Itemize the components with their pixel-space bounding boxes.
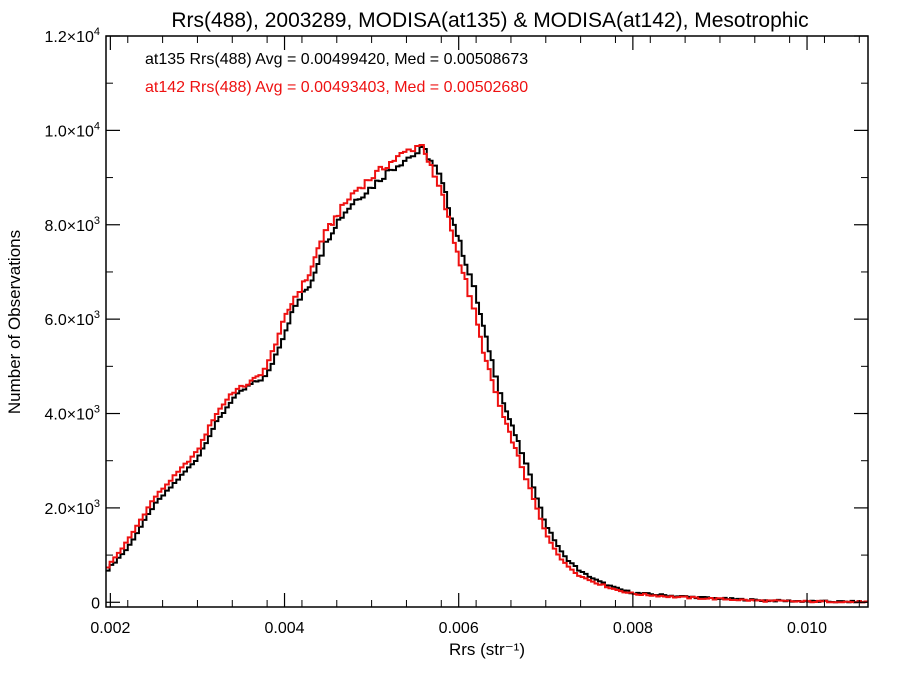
series-line-at135: [106, 145, 868, 604]
y-tick-label: 4.0×103: [44, 404, 100, 424]
annotation-at135: at135 Rrs(488) Avg = 0.00499420, Med = 0…: [145, 51, 528, 68]
y-tick-label: 6.0×103: [44, 309, 100, 329]
series-layer: [106, 144, 868, 604]
annotation-at142: at142 Rrs(488) Avg = 0.00493403, Med = 0…: [145, 79, 528, 96]
y-tick-label: 0: [91, 595, 100, 612]
x-axis-label: Rrs (str⁻¹): [449, 640, 525, 659]
series-line-at142: [106, 144, 868, 604]
x-tick-label: 0.004: [265, 620, 305, 637]
x-tick-label: 0.008: [613, 620, 653, 637]
plot-frame: [105, 35, 869, 608]
y-axis-label: Number of Observations: [5, 230, 24, 414]
y-tick-label: 8.0×103: [44, 215, 100, 235]
ticks-layer: 0.002 0.004 0.006 0.008 0.010 0 2.0×103 4.0×103…: [44, 26, 868, 637]
x-tick-label: 0.006: [439, 620, 479, 637]
y-tick-label: 2.0×103: [44, 498, 100, 518]
chart-title: Rrs(488), 2003289, MODISA(at135) & MODIS…: [171, 9, 808, 32]
x-tick-label: 0.002: [90, 620, 130, 637]
y-tick-label: 1.2×104: [44, 26, 100, 46]
y-tick-label: 1.0×104: [44, 120, 100, 140]
x-tick-label: 0.010: [787, 620, 827, 637]
